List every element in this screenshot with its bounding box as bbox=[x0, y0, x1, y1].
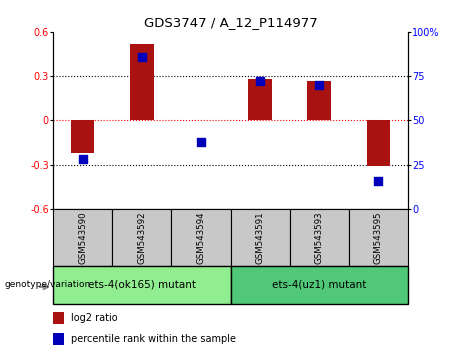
Text: ets-4(uz1) mutant: ets-4(uz1) mutant bbox=[272, 280, 366, 290]
Bar bbox=[248, 79, 272, 120]
Point bbox=[138, 54, 145, 59]
Point bbox=[315, 82, 323, 88]
Bar bbox=[53, 333, 65, 345]
Point bbox=[197, 139, 205, 144]
Text: percentile rank within the sample: percentile rank within the sample bbox=[71, 334, 236, 344]
Title: GDS3747 / A_12_P114977: GDS3747 / A_12_P114977 bbox=[144, 16, 317, 29]
Text: GSM543590: GSM543590 bbox=[78, 212, 87, 264]
Bar bbox=[171, 209, 230, 266]
Bar bbox=[230, 209, 290, 266]
Point bbox=[375, 178, 382, 183]
Text: GSM543594: GSM543594 bbox=[196, 212, 206, 264]
Text: genotype/variation: genotype/variation bbox=[5, 280, 91, 290]
Point bbox=[79, 156, 86, 162]
Bar bbox=[53, 209, 112, 266]
Bar bbox=[130, 44, 154, 120]
Text: log2 ratio: log2 ratio bbox=[71, 313, 118, 323]
Text: GSM543595: GSM543595 bbox=[374, 212, 383, 264]
Text: ets-4(ok165) mutant: ets-4(ok165) mutant bbox=[88, 280, 196, 290]
Bar bbox=[112, 209, 171, 266]
Text: GSM543593: GSM543593 bbox=[315, 212, 324, 264]
Bar bbox=[290, 209, 349, 266]
Bar bbox=[53, 312, 65, 324]
Bar bbox=[53, 266, 230, 304]
Bar bbox=[349, 209, 408, 266]
Text: GSM543591: GSM543591 bbox=[255, 212, 265, 264]
Bar bbox=[366, 120, 390, 166]
Text: GSM543592: GSM543592 bbox=[137, 212, 146, 264]
Bar bbox=[307, 81, 331, 120]
Point bbox=[256, 79, 264, 84]
Bar bbox=[230, 266, 408, 304]
Bar bbox=[71, 120, 95, 153]
